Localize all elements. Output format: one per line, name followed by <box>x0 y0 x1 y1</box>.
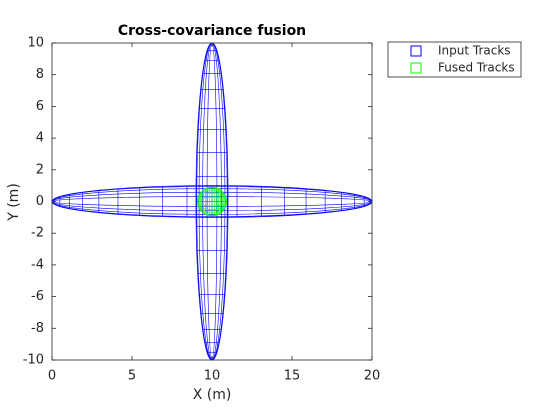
legend-label: Fused Tracks <box>438 61 515 75</box>
y-tick-label: 10 <box>27 36 44 51</box>
y-tick-label: -2 <box>31 226 44 241</box>
y-tick-label: 6 <box>36 99 44 114</box>
x-tick-label: 0 <box>48 369 56 384</box>
legend-swatch <box>410 62 422 74</box>
legend: Input Tracks Fused Tracks <box>387 41 522 78</box>
plot-area <box>51 42 373 361</box>
y-axis-label: Y (m) <box>6 183 22 222</box>
legend-swatch <box>410 45 422 57</box>
chart-title: Cross-covariance fusion <box>118 23 306 39</box>
y-tick-label: -8 <box>31 321 44 336</box>
y-tick-label: -4 <box>31 257 44 272</box>
legend-box <box>387 41 522 78</box>
y-tick-label: 4 <box>36 131 44 146</box>
x-tick-label: 10 <box>204 369 221 384</box>
legend-label: Input Tracks <box>438 44 511 58</box>
x-axis-label: X (m) <box>193 387 232 403</box>
y-tick-label: -10 <box>23 353 44 368</box>
y-tick-label: -6 <box>31 289 44 304</box>
ellipsoid <box>197 186 227 217</box>
x-tick-label: 20 <box>364 369 381 384</box>
y-tick-label: 2 <box>36 162 44 177</box>
x-tick-label: 15 <box>284 369 301 384</box>
ellipse-outline <box>197 186 227 217</box>
y-tick-label: 0 <box>36 194 44 209</box>
x-tick-label: 5 <box>128 369 136 384</box>
y-tick-label: 8 <box>36 67 44 82</box>
